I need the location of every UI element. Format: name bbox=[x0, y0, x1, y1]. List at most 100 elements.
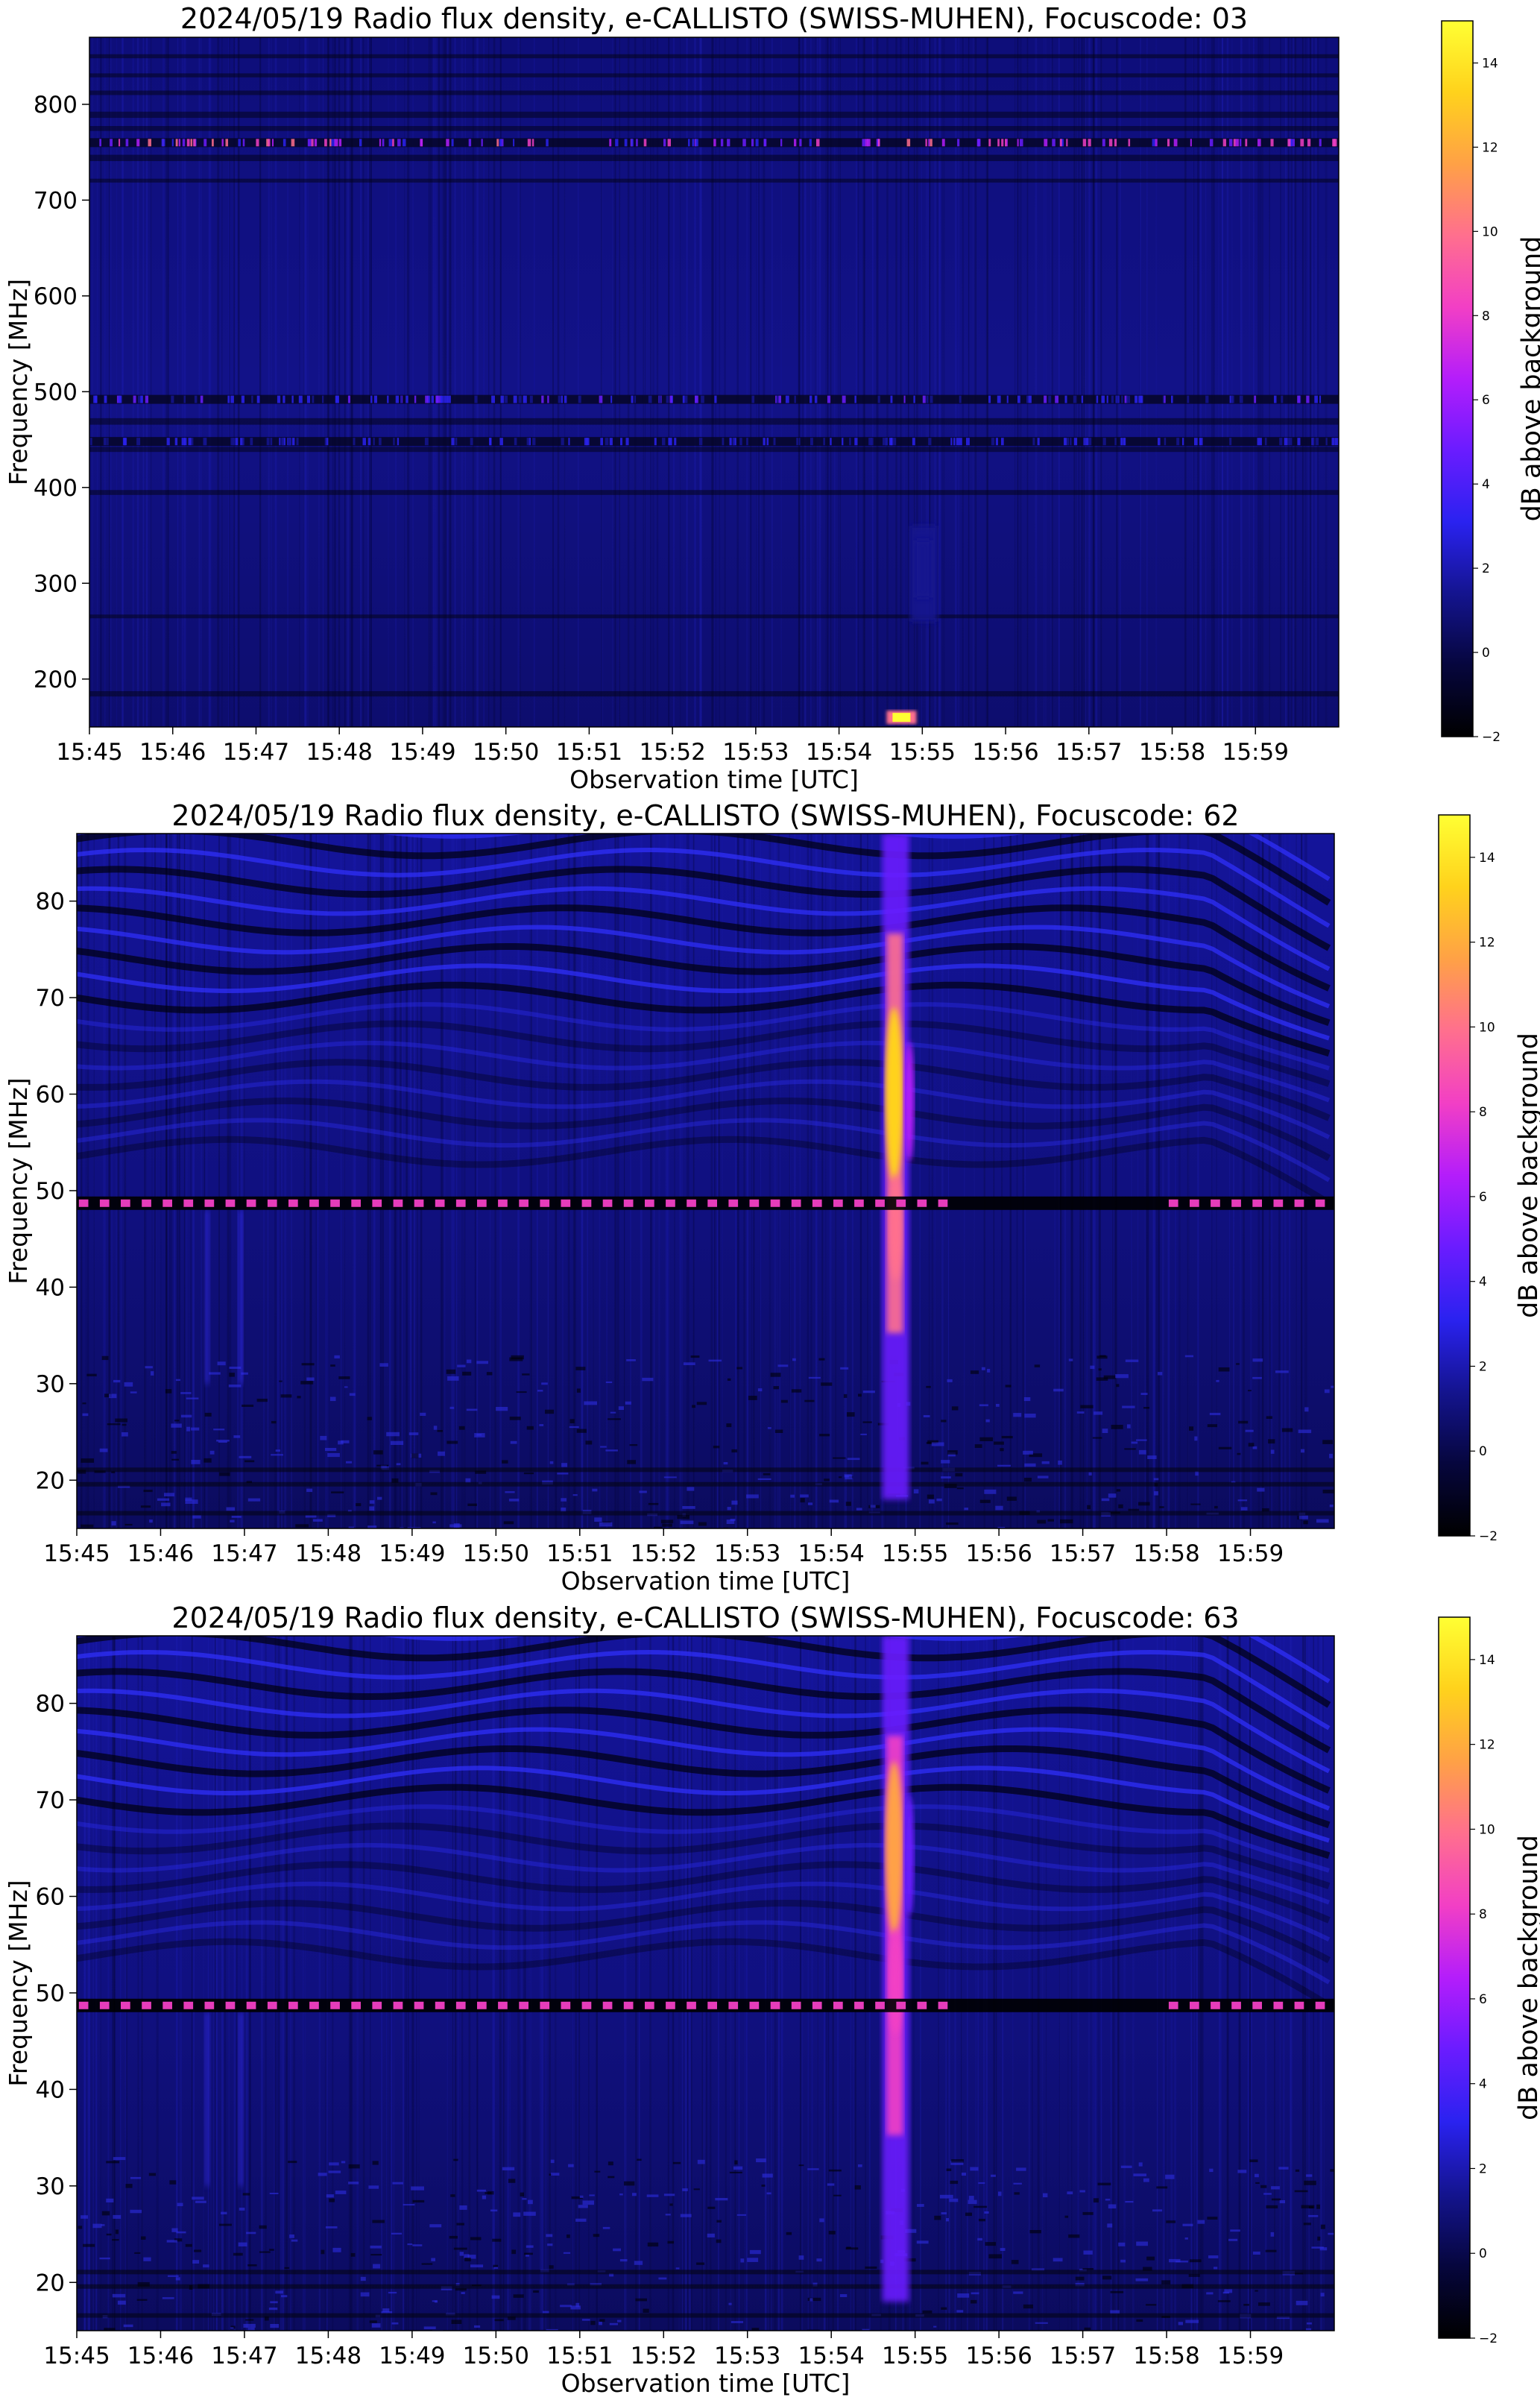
x-tick-label: 15:54 bbox=[798, 1540, 865, 1567]
colorbar-tick-label: 6 bbox=[1479, 1190, 1487, 1205]
colorbar-tick-label: −2 bbox=[1479, 2331, 1498, 2346]
y-tick-label: 20 bbox=[36, 2270, 65, 2296]
colorbar-label: dB above background bbox=[1514, 1033, 1540, 1318]
x-tick-label: 15:46 bbox=[127, 2343, 194, 2369]
y-tick-label: 30 bbox=[36, 1371, 65, 1398]
colorbar-tick-label: 4 bbox=[1479, 1275, 1487, 1290]
colorbar-tick-label: 14 bbox=[1479, 851, 1495, 866]
x-tick-label: 15:58 bbox=[1139, 739, 1205, 766]
x-tick-label: 15:49 bbox=[379, 1540, 445, 1567]
colorbar-tick-label: −2 bbox=[1479, 1529, 1498, 1544]
colorbar-tick-label: 10 bbox=[1482, 224, 1498, 239]
x-tick-label: 15:59 bbox=[1217, 2343, 1284, 2369]
y-tick-label: 800 bbox=[34, 92, 78, 119]
x-tick-label: 15:53 bbox=[714, 1540, 780, 1567]
x-tick-label: 15:53 bbox=[722, 739, 789, 766]
bright-band bbox=[89, 394, 1339, 404]
spectrogram-panel-1: 2024/05/19 Radio flux density, e-CALLIST… bbox=[4, 2, 1540, 794]
y-tick-label: 20 bbox=[36, 1467, 65, 1494]
y-tick-label: 50 bbox=[36, 1980, 65, 2007]
y-axis-label: Frequency [MHz] bbox=[4, 1077, 33, 1284]
y-tick-label: 300 bbox=[34, 570, 78, 597]
colorbar-tick-label: 0 bbox=[1479, 2246, 1487, 2261]
x-tick-label: 15:55 bbox=[882, 1540, 948, 1567]
x-tick-label: 15:45 bbox=[43, 2343, 110, 2369]
x-tick-label: 15:48 bbox=[295, 1540, 362, 1567]
x-tick-label: 15:59 bbox=[1217, 1540, 1284, 1567]
colorbar-tick-label: 0 bbox=[1482, 646, 1490, 661]
y-axis-label: Frequency [MHz] bbox=[4, 279, 33, 485]
colorbar-tick-label: 2 bbox=[1482, 561, 1490, 576]
x-tick-label: 15:57 bbox=[1050, 2343, 1116, 2369]
colorbar-tick-label: −2 bbox=[1482, 730, 1500, 745]
colorbar-tick-label: 12 bbox=[1479, 936, 1495, 951]
x-tick-label: 15:45 bbox=[56, 739, 122, 766]
x-tick-label: 15:53 bbox=[714, 2343, 780, 2369]
radio-burst bbox=[886, 711, 917, 725]
x-axis-label: Observation time [UTC] bbox=[569, 765, 859, 794]
colorbar-label: dB above background bbox=[1514, 1835, 1540, 2120]
spectrogram-panel-3: 2024/05/19 Radio flux density, e-CALLIST… bbox=[4, 1602, 1540, 2398]
y-tick-label: 70 bbox=[36, 985, 65, 1012]
colorbar-tick-label: 8 bbox=[1479, 1105, 1487, 1120]
x-axis-label: Observation time [UTC] bbox=[561, 1566, 851, 1596]
y-tick-label: 60 bbox=[36, 1082, 65, 1109]
x-tick-label: 15:55 bbox=[889, 739, 956, 766]
colorbar-tick-label: 10 bbox=[1479, 1020, 1495, 1035]
x-tick-label: 15:58 bbox=[1133, 2343, 1199, 2369]
colorbar-scale bbox=[1438, 814, 1471, 1537]
spectrogram-panel-2: 2024/05/19 Radio flux density, e-CALLIST… bbox=[4, 799, 1540, 1596]
chart-title: 2024/05/19 Radio flux density, e-CALLIST… bbox=[171, 1602, 1239, 1634]
x-tick-label: 15:50 bbox=[463, 2343, 529, 2369]
colorbar-tick-label: 2 bbox=[1479, 2161, 1487, 2176]
y-tick-label: 200 bbox=[34, 667, 78, 693]
colorbar: −2 0 2 4 6 8 10 12 14 dB above background bbox=[1441, 20, 1540, 745]
colorbar-tick-label: 0 bbox=[1479, 1444, 1487, 1459]
x-tick-label: 15:52 bbox=[631, 1540, 697, 1567]
chart-title: 2024/05/19 Radio flux density, e-CALLIST… bbox=[171, 799, 1239, 832]
colorbar-tick-label: 12 bbox=[1482, 140, 1498, 155]
y-tick-label: 400 bbox=[34, 475, 78, 502]
x-tick-label: 15:58 bbox=[1133, 1540, 1199, 1567]
colorbar: −2 0 2 4 6 8 10 12 14 dB above background bbox=[1438, 1616, 1540, 2346]
x-tick-label: 15:50 bbox=[473, 739, 539, 766]
y-tick-label: 80 bbox=[36, 1691, 65, 1718]
dashed-band bbox=[77, 1998, 1334, 2012]
colorbar-tick-label: 8 bbox=[1482, 309, 1490, 324]
y-tick-label: 500 bbox=[34, 379, 78, 406]
x-tick-label: 15:56 bbox=[965, 1540, 1032, 1567]
plot-frame bbox=[76, 833, 1335, 1529]
bright-band bbox=[89, 437, 1339, 447]
radio-burst bbox=[910, 526, 938, 622]
colorbar-scale bbox=[1438, 1616, 1471, 2339]
colorbar-tick-label: 14 bbox=[1479, 1653, 1495, 1668]
y-tick-label: 30 bbox=[36, 2173, 65, 2200]
colorbar-label: dB above background bbox=[1517, 236, 1540, 522]
x-tick-label: 15:57 bbox=[1055, 739, 1122, 766]
colorbar-tick-label: 4 bbox=[1482, 477, 1490, 492]
radio-burst bbox=[882, 1636, 915, 2302]
x-tick-label: 15:59 bbox=[1222, 739, 1289, 766]
x-tick-label: 15:45 bbox=[43, 1540, 110, 1567]
x-tick-label: 15:49 bbox=[389, 739, 455, 766]
x-tick-label: 15:51 bbox=[546, 2343, 613, 2369]
y-tick-label: 80 bbox=[36, 889, 65, 916]
colorbar-tick-label: 14 bbox=[1482, 56, 1498, 71]
spectrogram-image bbox=[77, 834, 1334, 1528]
x-tick-label: 15:51 bbox=[546, 1540, 613, 1567]
plot-frame bbox=[76, 1635, 1335, 2331]
x-tick-label: 15:49 bbox=[379, 2343, 445, 2369]
y-tick-label: 40 bbox=[36, 2076, 65, 2103]
colorbar-tick-label: 4 bbox=[1479, 2077, 1487, 2092]
y-tick-label: 700 bbox=[34, 187, 78, 214]
chart-title: 2024/05/19 Radio flux density, e-CALLIST… bbox=[180, 2, 1248, 35]
spectrogram-image bbox=[77, 1636, 1334, 2331]
y-tick-label: 60 bbox=[36, 1884, 65, 1911]
spectrogram-image bbox=[89, 37, 1339, 727]
x-tick-label: 15:54 bbox=[806, 739, 872, 766]
x-tick-label: 15:50 bbox=[463, 1540, 529, 1567]
colorbar-tick-label: 10 bbox=[1479, 1822, 1495, 1837]
y-axis-label: Frequency [MHz] bbox=[4, 1880, 33, 2086]
x-tick-label: 15:54 bbox=[798, 2343, 865, 2369]
